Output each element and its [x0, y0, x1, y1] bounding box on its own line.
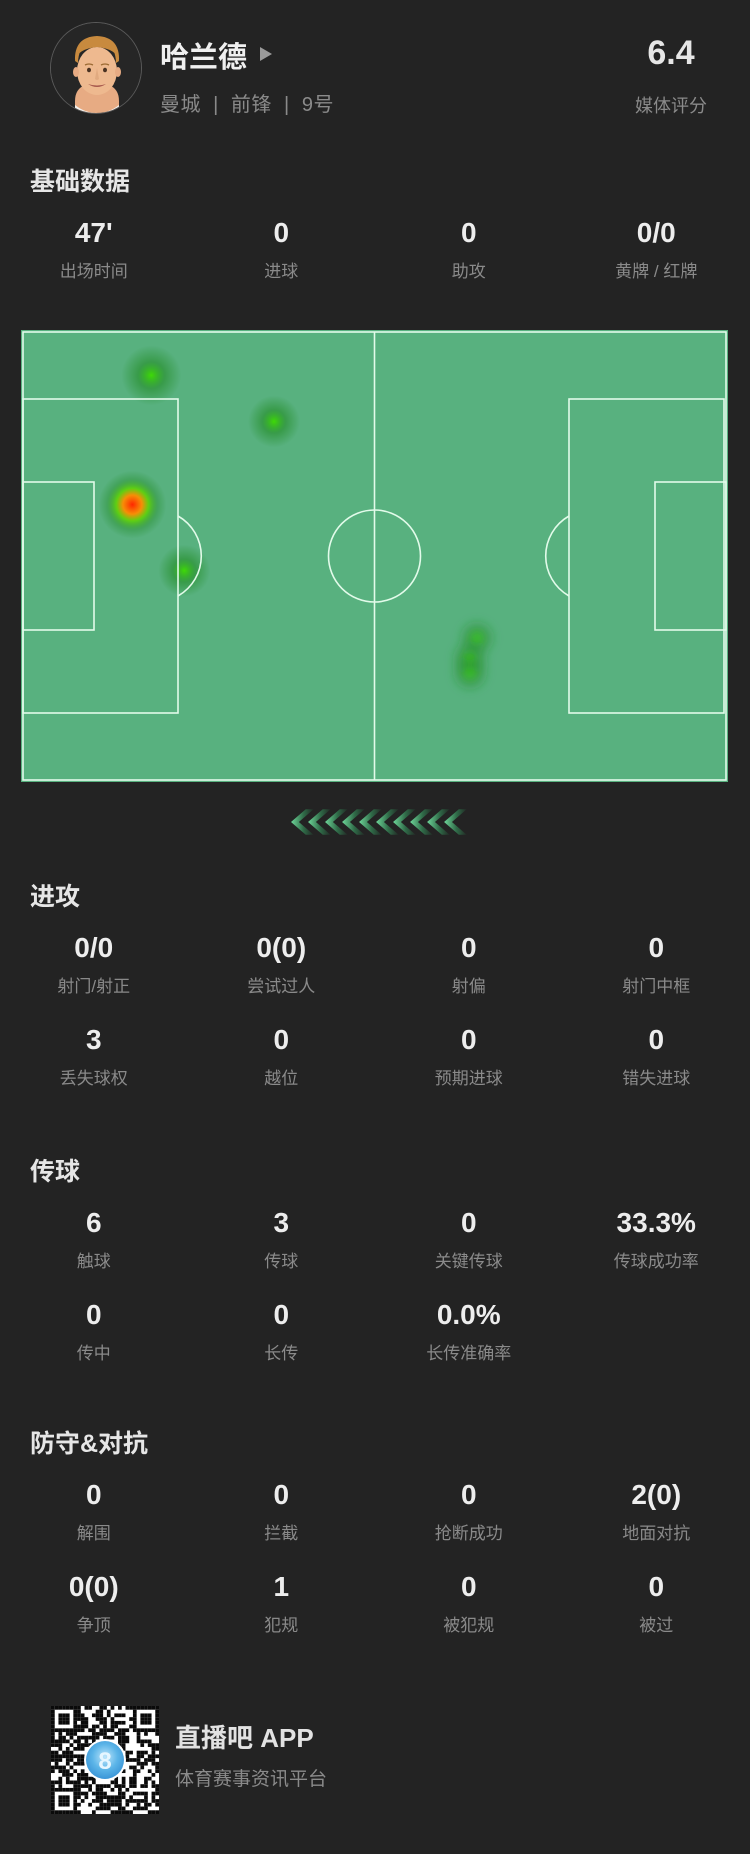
svg-text:8: 8 — [98, 1748, 111, 1775]
